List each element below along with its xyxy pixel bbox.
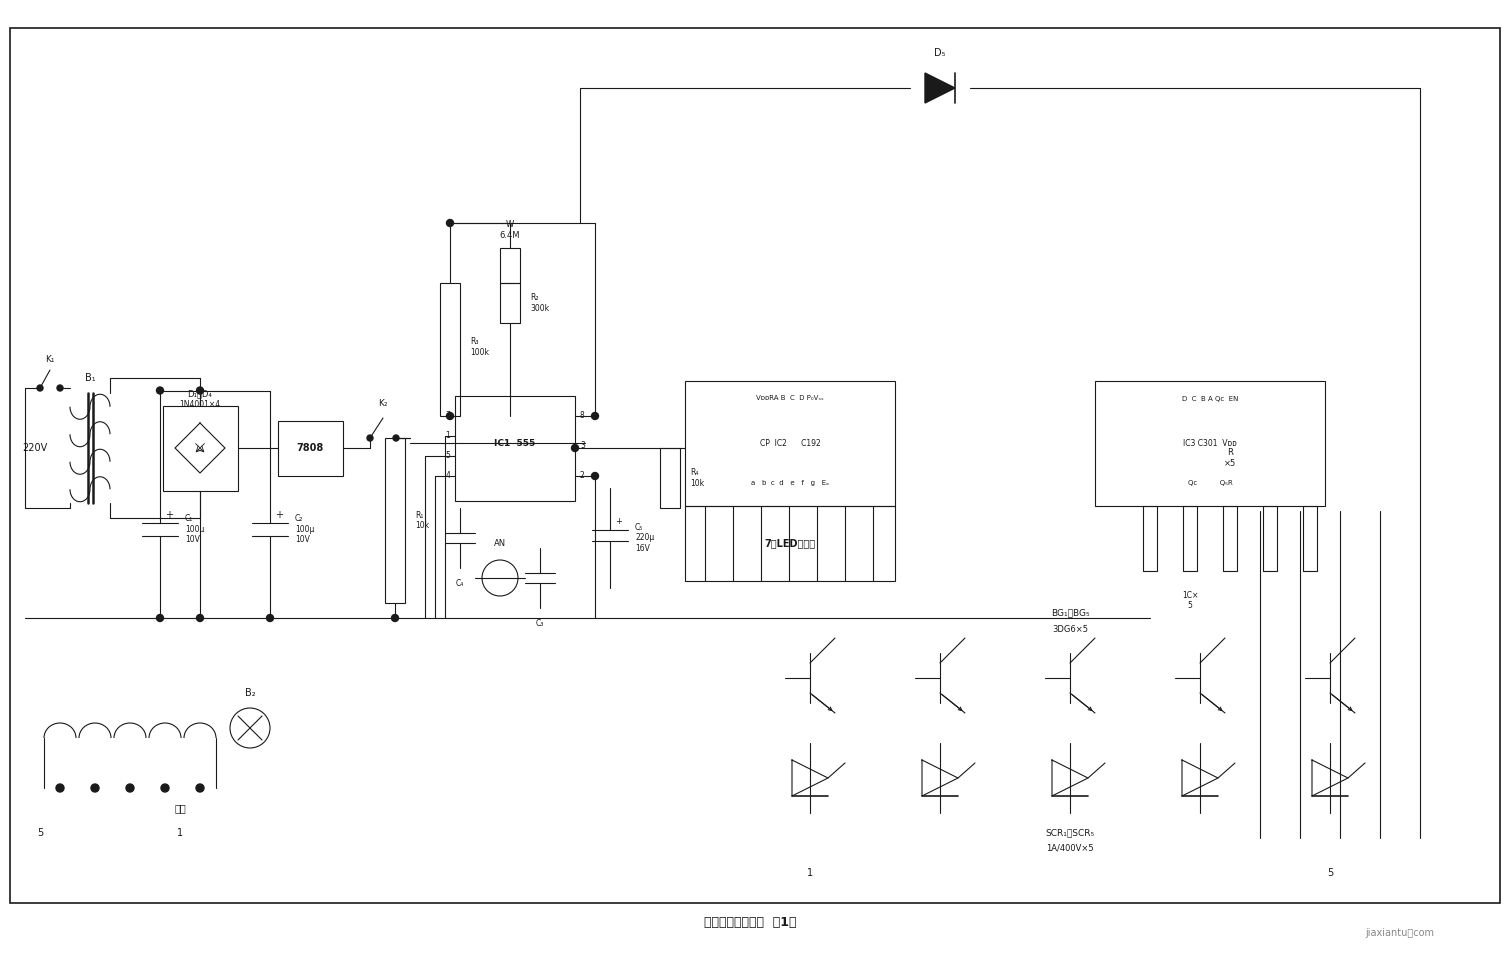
Bar: [1263, 506, 1277, 571]
Text: 8: 8: [580, 412, 585, 421]
Bar: [385, 438, 405, 603]
Circle shape: [591, 472, 598, 480]
Text: 1: 1: [177, 828, 183, 838]
Bar: [660, 448, 680, 508]
Circle shape: [196, 784, 204, 792]
Text: B₁: B₁: [85, 373, 95, 383]
Text: AN: AN: [494, 538, 506, 548]
Text: 7808: 7808: [296, 443, 323, 453]
Text: C₂
100μ
10V: C₂ 100μ 10V: [295, 514, 314, 544]
Circle shape: [196, 387, 204, 394]
Text: IC1  555: IC1 555: [494, 439, 535, 447]
Text: IC3 C301  Vᴅᴅ: IC3 C301 Vᴅᴅ: [1183, 439, 1238, 447]
Bar: [684, 380, 895, 506]
Bar: [455, 396, 576, 500]
Text: +: +: [165, 510, 172, 520]
Text: BG₁～BG₅: BG₁～BG₅: [1050, 608, 1089, 618]
Text: R
×5: R ×5: [1224, 448, 1236, 468]
Text: +: +: [615, 517, 623, 527]
Text: K₁: K₁: [45, 355, 54, 364]
Bar: [1222, 506, 1238, 571]
Bar: [684, 506, 895, 581]
Bar: [1095, 380, 1325, 506]
Text: R₃
100k: R₃ 100k: [470, 337, 490, 356]
Text: 7段LED显示器: 7段LED显示器: [765, 538, 816, 548]
Text: D₁～D₄: D₁～D₄: [187, 389, 213, 398]
Text: 1N4001×4: 1N4001×4: [180, 400, 221, 409]
Circle shape: [391, 614, 399, 622]
Text: 2: 2: [580, 471, 585, 481]
Circle shape: [446, 219, 453, 226]
Text: R₂
300k: R₂ 300k: [530, 293, 548, 312]
Circle shape: [591, 413, 598, 420]
Text: C₅
220μ
16V: C₅ 220μ 16V: [635, 523, 654, 553]
Text: CP  IC2      C192: CP IC2 C192: [760, 439, 820, 447]
Circle shape: [266, 614, 273, 622]
Circle shape: [91, 784, 100, 792]
Text: Qᴄ          Q₅R: Qᴄ Q₅R: [1188, 481, 1233, 487]
Text: 5: 5: [446, 451, 450, 461]
Text: D₅: D₅: [934, 48, 946, 58]
Circle shape: [125, 784, 134, 792]
Circle shape: [196, 614, 204, 622]
Text: K₂: K₂: [378, 399, 388, 407]
Text: 1A/400V×5: 1A/400V×5: [1046, 843, 1094, 853]
Bar: [163, 405, 237, 490]
Circle shape: [571, 445, 579, 451]
Text: +: +: [275, 510, 283, 520]
Text: 5: 5: [1327, 868, 1333, 878]
Text: 3DG6×5: 3DG6×5: [1052, 626, 1088, 634]
Text: 4: 4: [446, 471, 450, 481]
Circle shape: [367, 435, 373, 441]
Text: 7: 7: [446, 412, 450, 421]
Text: SCR₁～SCR₅: SCR₁～SCR₅: [1046, 829, 1094, 837]
Text: B₂: B₂: [245, 688, 255, 698]
Circle shape: [36, 385, 42, 391]
Text: 1: 1: [807, 868, 813, 878]
Circle shape: [393, 435, 399, 441]
Text: 1: 1: [446, 431, 450, 441]
Text: 3: 3: [580, 442, 585, 450]
Circle shape: [57, 385, 63, 391]
Circle shape: [446, 413, 453, 420]
Circle shape: [162, 784, 169, 792]
Circle shape: [56, 784, 63, 792]
Text: D  C  B A Qᴄ  EN: D C B A Qᴄ EN: [1182, 396, 1238, 401]
Bar: [1302, 506, 1318, 571]
Text: 220V: 220V: [23, 443, 47, 453]
Text: 吊扇自动控制电路  第1张: 吊扇自动控制电路 第1张: [704, 917, 796, 929]
Text: VᴅᴅRA B  C  D P₀Vₛₛ: VᴅᴅRA B C D P₀Vₛₛ: [756, 396, 823, 401]
Text: 1C×
5: 1C× 5: [1182, 591, 1198, 610]
Text: C₃: C₃: [536, 619, 544, 627]
Text: a   b  c  d   e   f   g   Eₐ: a b c d e f g Eₐ: [751, 481, 830, 487]
Text: C₄: C₄: [456, 579, 464, 587]
Text: R₁
10k: R₁ 10k: [416, 511, 429, 530]
Text: W
6.4M: W 6.4M: [500, 220, 520, 240]
Circle shape: [157, 387, 163, 394]
Bar: [500, 283, 520, 323]
Bar: [1142, 506, 1157, 571]
Bar: [1183, 506, 1197, 571]
Text: 吸扇: 吸扇: [174, 803, 186, 813]
Text: C₁
100μ
10V: C₁ 100μ 10V: [184, 514, 204, 544]
Bar: [500, 248, 520, 283]
Text: R₄
10k: R₄ 10k: [691, 468, 704, 488]
Bar: [278, 421, 343, 475]
Polygon shape: [925, 73, 955, 103]
Circle shape: [157, 614, 163, 622]
Text: 5: 5: [36, 828, 44, 838]
Bar: [440, 283, 459, 416]
Text: jiaxiantu．com: jiaxiantu．com: [1366, 928, 1434, 938]
